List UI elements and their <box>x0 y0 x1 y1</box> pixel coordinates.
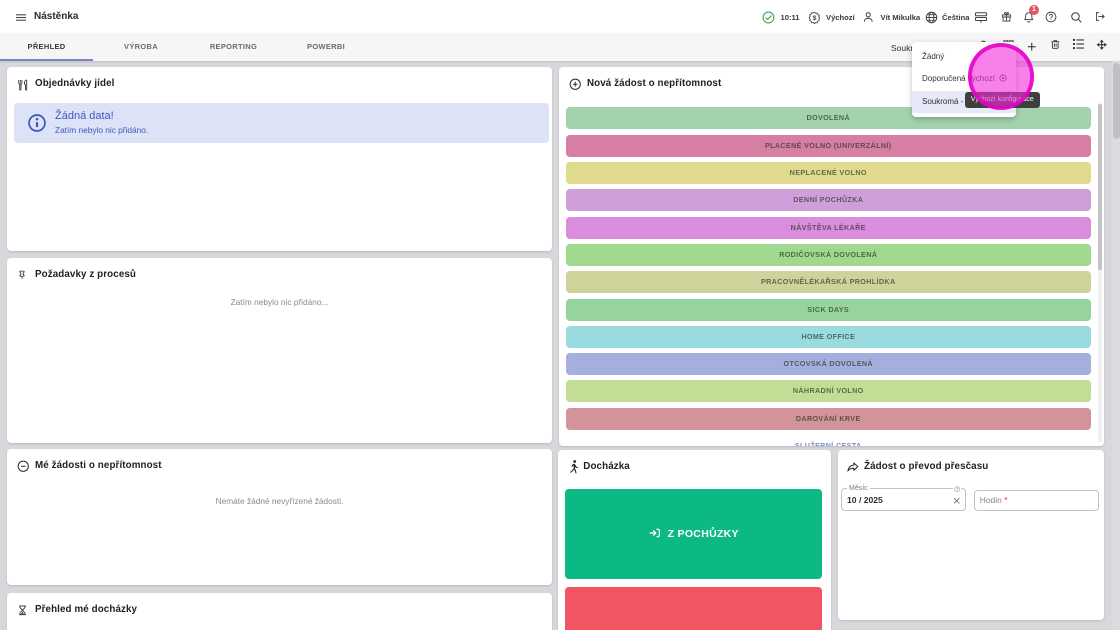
svg-text:$: $ <box>812 14 816 21</box>
